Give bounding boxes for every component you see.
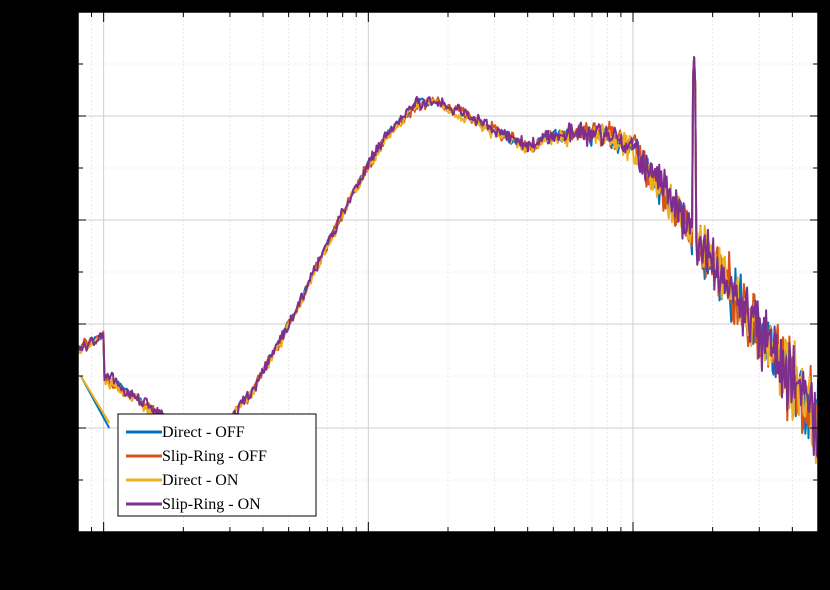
legend-label: Slip-Ring - ON	[162, 496, 261, 513]
legend: Direct - OFF Slip-Ring - OFF Direct - ON Sl…	[118, 414, 316, 516]
legend-label: Direct - ON	[162, 472, 239, 489]
legend-label: Slip-Ring - OFF	[162, 448, 267, 465]
plot-area: Direct - OFF Slip-Ring - OFF Direct - ON Sl…	[78, 12, 818, 532]
psd-chart: Direct - OFF Slip-Ring - OFF Direct - ON Sl…	[0, 0, 830, 590]
legend-label: Direct - OFF	[162, 424, 245, 441]
